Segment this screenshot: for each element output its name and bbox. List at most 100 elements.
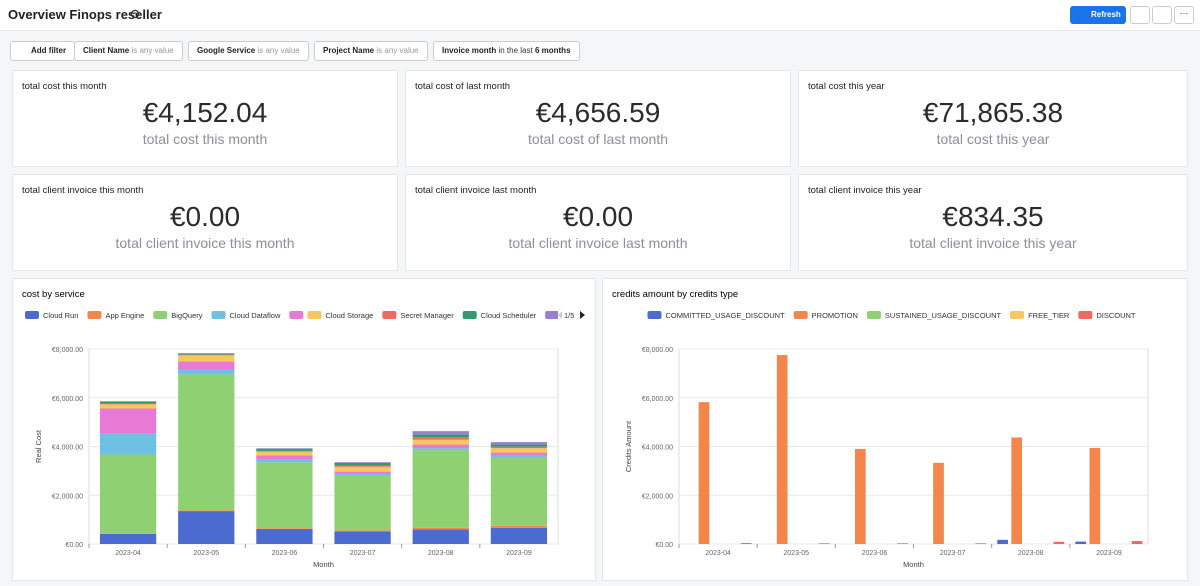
x-tick-label: 2023-05 [783, 550, 809, 557]
kpi-title: total client invoice this year [808, 185, 922, 196]
bar-segment [412, 434, 469, 438]
legend-swatch [25, 311, 39, 319]
y-axis-label: Real Cost [34, 429, 43, 463]
header: Overview Finops reseller Refresh ··· [0, 0, 1200, 31]
bar-segment [256, 528, 313, 544]
legend-prev [558, 311, 562, 319]
bar-segment [178, 369, 235, 375]
bar-segment [334, 475, 391, 531]
x-tick-label: 2023-08 [428, 550, 454, 557]
legend-swatch [153, 311, 168, 319]
bar-segment [412, 527, 469, 530]
x-axis-label: Month [313, 560, 334, 569]
bar [855, 448, 866, 544]
legend-swatch [382, 311, 397, 319]
bar-segment [490, 457, 548, 526]
kpi-label: total cost this month [142, 131, 268, 147]
kpi-value: €834.35 [942, 201, 1044, 232]
kpi-card: total client invoice this month €0.00 tota… [12, 174, 398, 271]
bar [698, 402, 710, 544]
filter-condition: is any value [131, 46, 174, 55]
bar-segment [412, 437, 469, 440]
kpi-title: total cost this year [808, 81, 885, 92]
bar-segment [256, 451, 313, 456]
y-tick-label: €4,000.00 [52, 445, 83, 452]
bar [1075, 541, 1087, 544]
filter-name: Project Name [323, 46, 375, 55]
kpi-label: total client invoice this year [909, 235, 1077, 251]
kpi-label: total client invoice this month [115, 235, 295, 251]
kpi-card: total client invoice last month €0.00 tota… [405, 174, 791, 271]
add-filter-button[interactable]: Add filter [10, 41, 76, 61]
bar-segment [412, 450, 469, 528]
filter-chip[interactable]: Client Name is any value [74, 41, 183, 61]
bar-segment [490, 525, 548, 528]
info-icon[interactable] [130, 9, 140, 19]
bar [1053, 541, 1065, 544]
bar-segment [178, 361, 235, 370]
bar-segment [490, 442, 548, 445]
bar-segment [256, 459, 313, 463]
y-tick-label: €2,000.00 [642, 493, 673, 500]
y-tick-label: €2,000.00 [52, 493, 83, 500]
bar-segment [99, 401, 157, 404]
bar-segment [490, 448, 548, 453]
legend-label: App Engine [105, 311, 144, 320]
bar [975, 543, 987, 544]
bar-segment [334, 465, 391, 467]
bar-segment [490, 452, 548, 456]
kpi-label: total cost of last month [527, 131, 669, 147]
bar [933, 462, 944, 544]
bar [740, 543, 752, 544]
x-tick-label: 2023-08 [1018, 550, 1044, 557]
x-axis-label: Month [903, 560, 924, 569]
legend-items: Cloud Run App Engine BigQuery Cloud Dataflo… [25, 311, 558, 320]
legend-swatch [289, 311, 304, 319]
more-button[interactable]: ··· [1174, 6, 1194, 24]
filter-chip[interactable]: Invoice month in the last 6 months [433, 41, 580, 61]
legend-label: DISCOUNT [1096, 311, 1136, 320]
bar-segment [99, 408, 157, 434]
bar-segment [412, 431, 469, 435]
x-tick-label: 2023-07 [940, 550, 966, 557]
kpi-title: total cost of last month [415, 81, 511, 92]
bar-segment [334, 530, 391, 532]
kpi-value: €71,865.38 [922, 97, 1064, 128]
filter-chip[interactable]: Project Name is any value [314, 41, 428, 61]
bar [1131, 541, 1143, 544]
bar-segment [334, 471, 391, 475]
edit-button[interactable] [1130, 6, 1150, 24]
filter-value: 6 months [534, 46, 571, 55]
legend-label: COMMITTED_USAGE_DISCOUNT [665, 311, 785, 320]
bar-segment [412, 529, 469, 544]
legend-label: SUSTAINED_USAGE_DISCOUNT [885, 311, 1002, 320]
bar-segment [99, 454, 157, 534]
x-tick-label: 2023-09 [1096, 550, 1122, 557]
legend-label: BigQuery [171, 311, 203, 320]
legend-swatch [1010, 311, 1025, 319]
bar-segment [334, 466, 391, 472]
kpi-card: total cost this month €4,152.04 total cost… [12, 70, 398, 167]
refresh-button[interactable]: Refresh [1070, 6, 1126, 24]
bar-segment [178, 353, 235, 355]
bar-segment [490, 455, 548, 458]
legend-swatch [866, 311, 881, 319]
bar-segment [334, 462, 391, 463]
bar-segment [178, 354, 235, 356]
filter-name: Invoice month [442, 46, 497, 55]
x-tick-label: 2023-07 [350, 550, 376, 557]
bar-segment [178, 510, 235, 512]
kpi-value: €0.00 [169, 201, 241, 232]
x-tick-label: 2023-09 [506, 550, 532, 557]
kpi-label: total cost this year [936, 131, 1050, 147]
legend-label: Cloud Scheduler [481, 311, 537, 320]
chart: cost by service Cloud Run App Engine BigQue… [22, 289, 585, 569]
filter-chip[interactable]: Google Service is any value [188, 41, 309, 61]
chart-card: credits amount by credits type COMMITTED_… [602, 278, 1188, 581]
bar-segment [334, 474, 391, 476]
legend-swatch [307, 311, 322, 319]
y-tick-label: €4,000.00 [642, 445, 673, 452]
link-button[interactable] [1152, 6, 1172, 24]
filter-name: Client Name [83, 46, 130, 55]
legend-label: Cloud Dataflow [230, 311, 281, 320]
